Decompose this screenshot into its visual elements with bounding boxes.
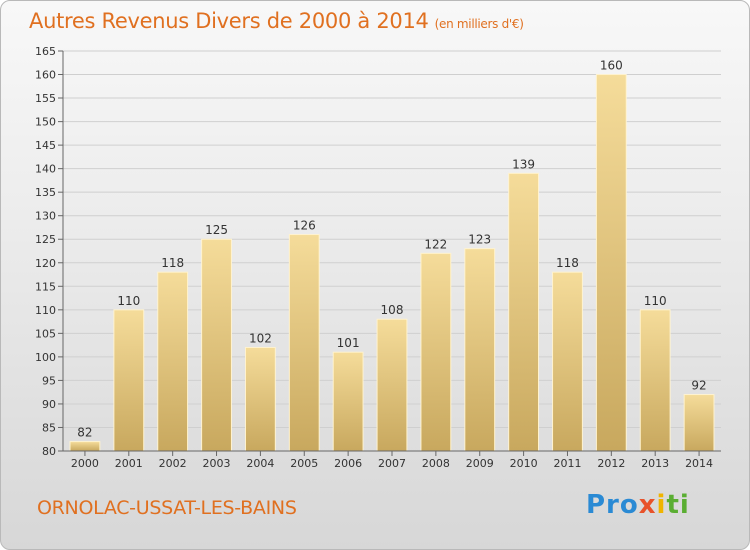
x-tick-label-2013: 2013 — [641, 457, 669, 470]
data-label-2009: 123 — [468, 233, 491, 247]
y-tick-label: 160 — [35, 69, 56, 82]
x-tick-label-2002: 2002 — [159, 457, 187, 470]
bar-2008 — [420, 252, 452, 452]
y-tick-label: 135 — [35, 186, 56, 199]
bar-2012 — [595, 74, 627, 452]
x-tick-label-2010: 2010 — [510, 457, 538, 470]
bar-2006 — [332, 351, 364, 452]
data-label-2000: 82 — [77, 426, 92, 440]
commune-name: ORNOLAC-USSAT-LES-BAINS — [37, 497, 297, 519]
y-tick-label: 100 — [35, 351, 56, 364]
x-tick-label-2003: 2003 — [203, 457, 231, 470]
data-label-2003: 125 — [205, 223, 228, 237]
y-tick-label: 105 — [35, 327, 56, 340]
y-tick-label: 80 — [42, 445, 56, 458]
data-label-2007: 108 — [381, 303, 404, 317]
data-label-2005: 126 — [293, 219, 316, 233]
y-tick-label: 85 — [42, 421, 56, 434]
bar-2013 — [639, 309, 671, 452]
data-label-2012: 160 — [600, 59, 623, 73]
x-tick-label-2006: 2006 — [334, 457, 362, 470]
data-label-2014: 92 — [691, 379, 706, 393]
x-tick-label-2004: 2004 — [246, 457, 274, 470]
data-label-2006: 101 — [337, 336, 360, 350]
data-label-2011: 118 — [556, 256, 579, 270]
y-tick-label: 95 — [42, 374, 56, 387]
x-tick-label-2011: 2011 — [553, 457, 581, 470]
x-tick-label-2012: 2012 — [597, 457, 625, 470]
bar-2001 — [113, 309, 145, 452]
y-tick-label: 110 — [35, 304, 56, 317]
bars: 82 110 118 125 102 126 101 108 122 123 139 118 160 11… — [69, 59, 715, 452]
y-axis: 80 85 90 95 100 105 110 115 120 125 130 135 140 145 15… — [35, 45, 64, 458]
x-tick-label-2007: 2007 — [378, 457, 406, 470]
bar-2014 — [683, 394, 715, 452]
y-tick-label: 125 — [35, 233, 56, 246]
bar-2009 — [464, 248, 496, 452]
y-tick-label: 140 — [35, 163, 56, 176]
bar-2003 — [201, 238, 232, 452]
data-label-2001: 110 — [117, 294, 140, 308]
y-tick-label: 90 — [42, 398, 56, 411]
x-tick-label-2001: 2001 — [115, 457, 143, 470]
data-label-2008: 122 — [424, 237, 447, 251]
y-tick-label: 150 — [35, 116, 56, 129]
x-tick-label-2005: 2005 — [290, 457, 318, 470]
y-tick-label: 130 — [35, 210, 56, 223]
bar-2005 — [288, 234, 320, 452]
data-label-2013: 110 — [644, 294, 667, 308]
data-label-2004: 102 — [249, 331, 272, 345]
y-tick-label: 155 — [35, 92, 56, 105]
x-axis: 2000 2001 2002 2003 2004 2005 2006 2007 2008 2009… — [63, 450, 721, 470]
bar-2010 — [508, 172, 540, 452]
y-tick-label: 165 — [35, 45, 56, 58]
y-tick-label: 120 — [35, 257, 56, 270]
chart-title-text: Autres Revenus Divers de 2000 à 2014 — [29, 9, 429, 33]
x-tick-label-2000: 2000 — [71, 457, 99, 470]
bar-2007 — [376, 318, 408, 452]
y-tick-label: 115 — [35, 280, 56, 293]
bar-2011 — [552, 271, 583, 452]
chart-title: Autres Revenus Divers de 2000 à 2014 (en … — [29, 9, 524, 33]
data-label-2010: 139 — [512, 157, 535, 171]
chart-unit: (en milliers d'€) — [434, 17, 524, 31]
bar-2002 — [157, 271, 189, 452]
bar-2000 — [69, 441, 101, 452]
x-tick-label-2014: 2014 — [685, 457, 713, 470]
y-tick-label: 145 — [35, 139, 56, 152]
data-label-2002: 118 — [161, 256, 184, 270]
proxiti-logo: Proxiti — [586, 490, 690, 520]
x-tick-label-2009: 2009 — [466, 457, 494, 470]
x-tick-label-2008: 2008 — [422, 457, 450, 470]
bar-2004 — [244, 346, 276, 452]
